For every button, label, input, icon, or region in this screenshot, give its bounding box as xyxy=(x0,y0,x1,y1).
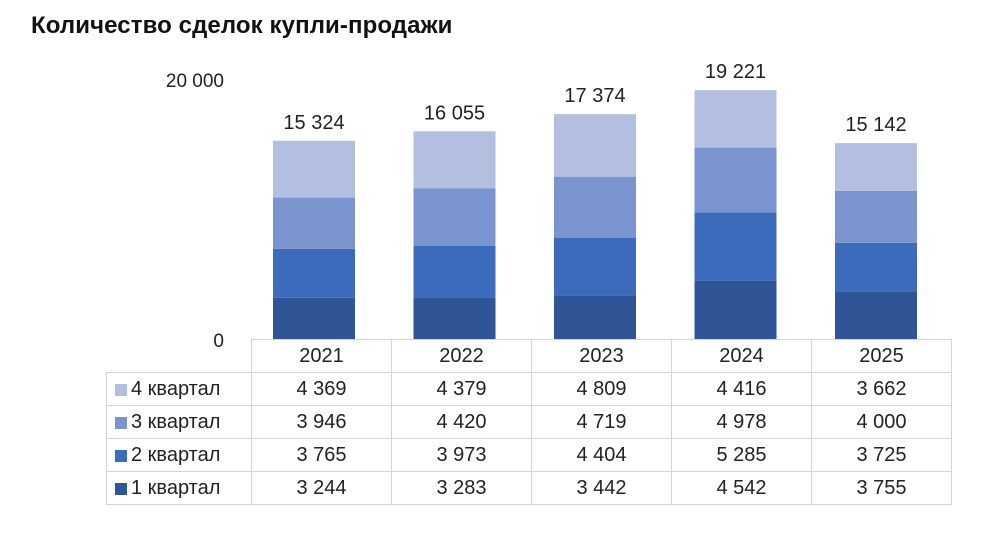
table-cell: 4 420 xyxy=(391,405,532,439)
y-tick-label: 20 000 xyxy=(166,71,224,92)
bar-segment xyxy=(835,291,917,340)
legend-entry-q4: 4 квартал xyxy=(106,372,252,406)
bar-segment xyxy=(413,245,496,298)
data-table: 2021 2022 2023 2024 2025 4 квартал 4 369… xyxy=(106,339,952,505)
bar-segment xyxy=(694,147,777,213)
table-cell: 4 719 xyxy=(531,405,672,439)
table-row-q2: 2 квартал 3 765 3 973 4 404 5 285 3 725 xyxy=(106,438,952,472)
bar-segment xyxy=(694,90,777,148)
chart-title: Количество сделок купли-продажи xyxy=(31,12,453,39)
bar-segment xyxy=(835,242,917,292)
table-cell: 3 973 xyxy=(391,438,532,472)
table-cell: 3 283 xyxy=(391,471,532,505)
y-tick-label: 0 xyxy=(213,331,224,352)
table-cell: 4 404 xyxy=(531,438,672,472)
table-cell: 3 765 xyxy=(251,438,392,472)
bar-segment xyxy=(554,238,636,296)
table-cell: 3 725 xyxy=(811,438,952,472)
legend-entry-q3: 3 квартал xyxy=(106,405,252,439)
table-cell: 4 369 xyxy=(251,372,392,406)
table-cell: 3 946 xyxy=(251,405,392,439)
year-header: 2021 xyxy=(251,339,392,373)
table-cell: 4 978 xyxy=(671,405,812,439)
bar-segment xyxy=(273,197,355,249)
table-cell: 3 662 xyxy=(811,372,952,406)
legend-swatch xyxy=(115,416,127,429)
total-label: 19 221 xyxy=(705,61,766,83)
legend-label: 4 квартал xyxy=(131,377,221,400)
legend-entry-q2: 2 квартал xyxy=(106,438,252,472)
legend-label: 2 квартал xyxy=(131,443,221,466)
table-cell: 5 285 xyxy=(671,438,812,472)
bar-segment xyxy=(273,140,355,198)
bar-segment xyxy=(835,190,917,243)
bar-segment xyxy=(554,114,636,177)
bar-segment xyxy=(413,188,496,246)
table-corner xyxy=(107,340,252,373)
bar-segment xyxy=(554,176,636,239)
bar-segment xyxy=(554,295,636,340)
legend-label: 1 квартал xyxy=(131,476,221,499)
legend-label: 3 квартал xyxy=(131,410,221,433)
total-label: 16 055 xyxy=(424,102,485,124)
table-cell: 4 379 xyxy=(391,372,532,406)
table-cell: 3 755 xyxy=(811,471,952,505)
bar-segment xyxy=(694,212,777,281)
table-cell: 4 809 xyxy=(531,372,672,406)
table-row-q1: 1 квартал 3 244 3 283 3 442 4 542 3 755 xyxy=(106,471,952,505)
total-label: 15 142 xyxy=(845,114,906,136)
legend-entry-q1: 1 квартал xyxy=(106,471,252,505)
bar-segment xyxy=(273,248,355,298)
table-cell: 4 000 xyxy=(811,405,952,439)
legend-swatch xyxy=(115,482,127,495)
total-label: 15 324 xyxy=(283,112,344,134)
total-label: 17 374 xyxy=(564,85,625,107)
year-header: 2025 xyxy=(811,339,952,373)
table-cell: 3 442 xyxy=(531,471,672,505)
year-header: 2022 xyxy=(391,339,532,373)
table-row-q4: 4 квартал 4 369 4 379 4 809 4 416 3 662 xyxy=(106,372,952,406)
bar-segment xyxy=(273,297,355,340)
legend-swatch xyxy=(115,383,127,396)
bar-segment xyxy=(413,297,496,340)
table-row-q3: 3 квартал 3 946 4 420 4 719 4 978 4 000 xyxy=(106,405,952,439)
bar-segment xyxy=(694,280,777,340)
legend-swatch xyxy=(115,449,127,462)
year-header: 2023 xyxy=(531,339,672,373)
table-header-row: 2021 2022 2023 2024 2025 xyxy=(107,339,952,373)
table-cell: 4 416 xyxy=(671,372,812,406)
year-header: 2024 xyxy=(671,339,812,373)
table-cell: 3 244 xyxy=(251,471,392,505)
table-cell: 4 542 xyxy=(671,471,812,505)
bar-segment xyxy=(835,143,917,191)
bar-segment xyxy=(413,131,496,189)
